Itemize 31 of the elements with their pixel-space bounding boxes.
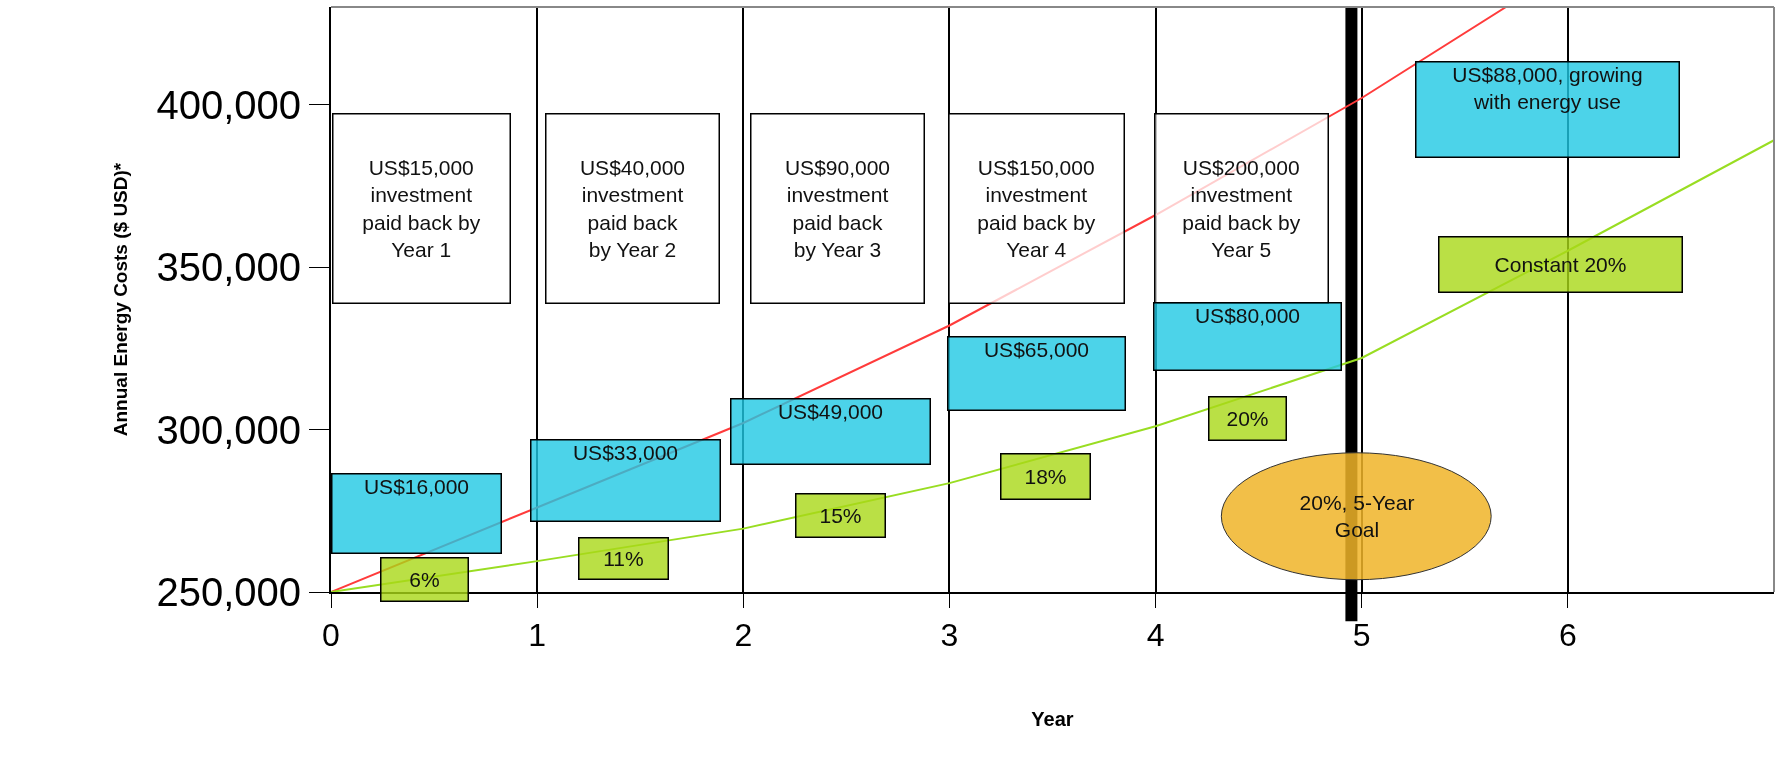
y-axis-title: Annual Energy Costs ($ USD)* xyxy=(109,162,131,437)
annotation: US$200,000 investment paid back by Year 5 xyxy=(1182,156,1301,261)
annotation: US$150,000 investment paid back by Year 4 xyxy=(977,156,1096,261)
y-tick-label: 400,000 xyxy=(156,82,301,127)
annotation: 20% xyxy=(1226,407,1269,430)
annotation: US$15,000 investment paid back by Year 1 xyxy=(362,156,481,261)
x-tick-label: 6 xyxy=(1558,617,1577,654)
annotation: US$80,000 xyxy=(1194,303,1301,327)
x-tick-label: 5 xyxy=(1352,617,1371,654)
x-tick-label: 3 xyxy=(940,617,959,654)
annotation: 18% xyxy=(1024,465,1067,488)
annotation: US$49,000 xyxy=(777,399,884,423)
annotation: 6% xyxy=(409,568,440,591)
annotation: US$65,000 xyxy=(983,337,1090,361)
y-tick-label: 300,000 xyxy=(156,407,301,452)
annotation: US$33,000 xyxy=(572,440,679,464)
annotation: US$90,000 investment paid back by Year 3 xyxy=(784,156,891,261)
x-tick-label: 2 xyxy=(734,617,753,654)
x-tick-label: 4 xyxy=(1146,617,1165,654)
annotation: US$88,000, growing with energy use xyxy=(1452,62,1643,113)
x-tick-label: 1 xyxy=(528,617,547,654)
annotation: 15% xyxy=(819,504,862,527)
x-tick-label: 0 xyxy=(322,617,340,654)
y-tick-label: 250,000 xyxy=(156,570,301,614)
x-axis-title: Year xyxy=(1031,708,1074,731)
y-tick-label: 350,000 xyxy=(156,245,301,289)
annotation: Constant 20% xyxy=(1494,253,1627,276)
annotation: US$40,000 investment paid back by Year 2 xyxy=(579,156,686,261)
annotation: 11% xyxy=(603,547,644,570)
annotation: US$16,000 xyxy=(363,474,470,498)
annotation: 20%, 5-Year Goal xyxy=(1299,490,1415,542)
